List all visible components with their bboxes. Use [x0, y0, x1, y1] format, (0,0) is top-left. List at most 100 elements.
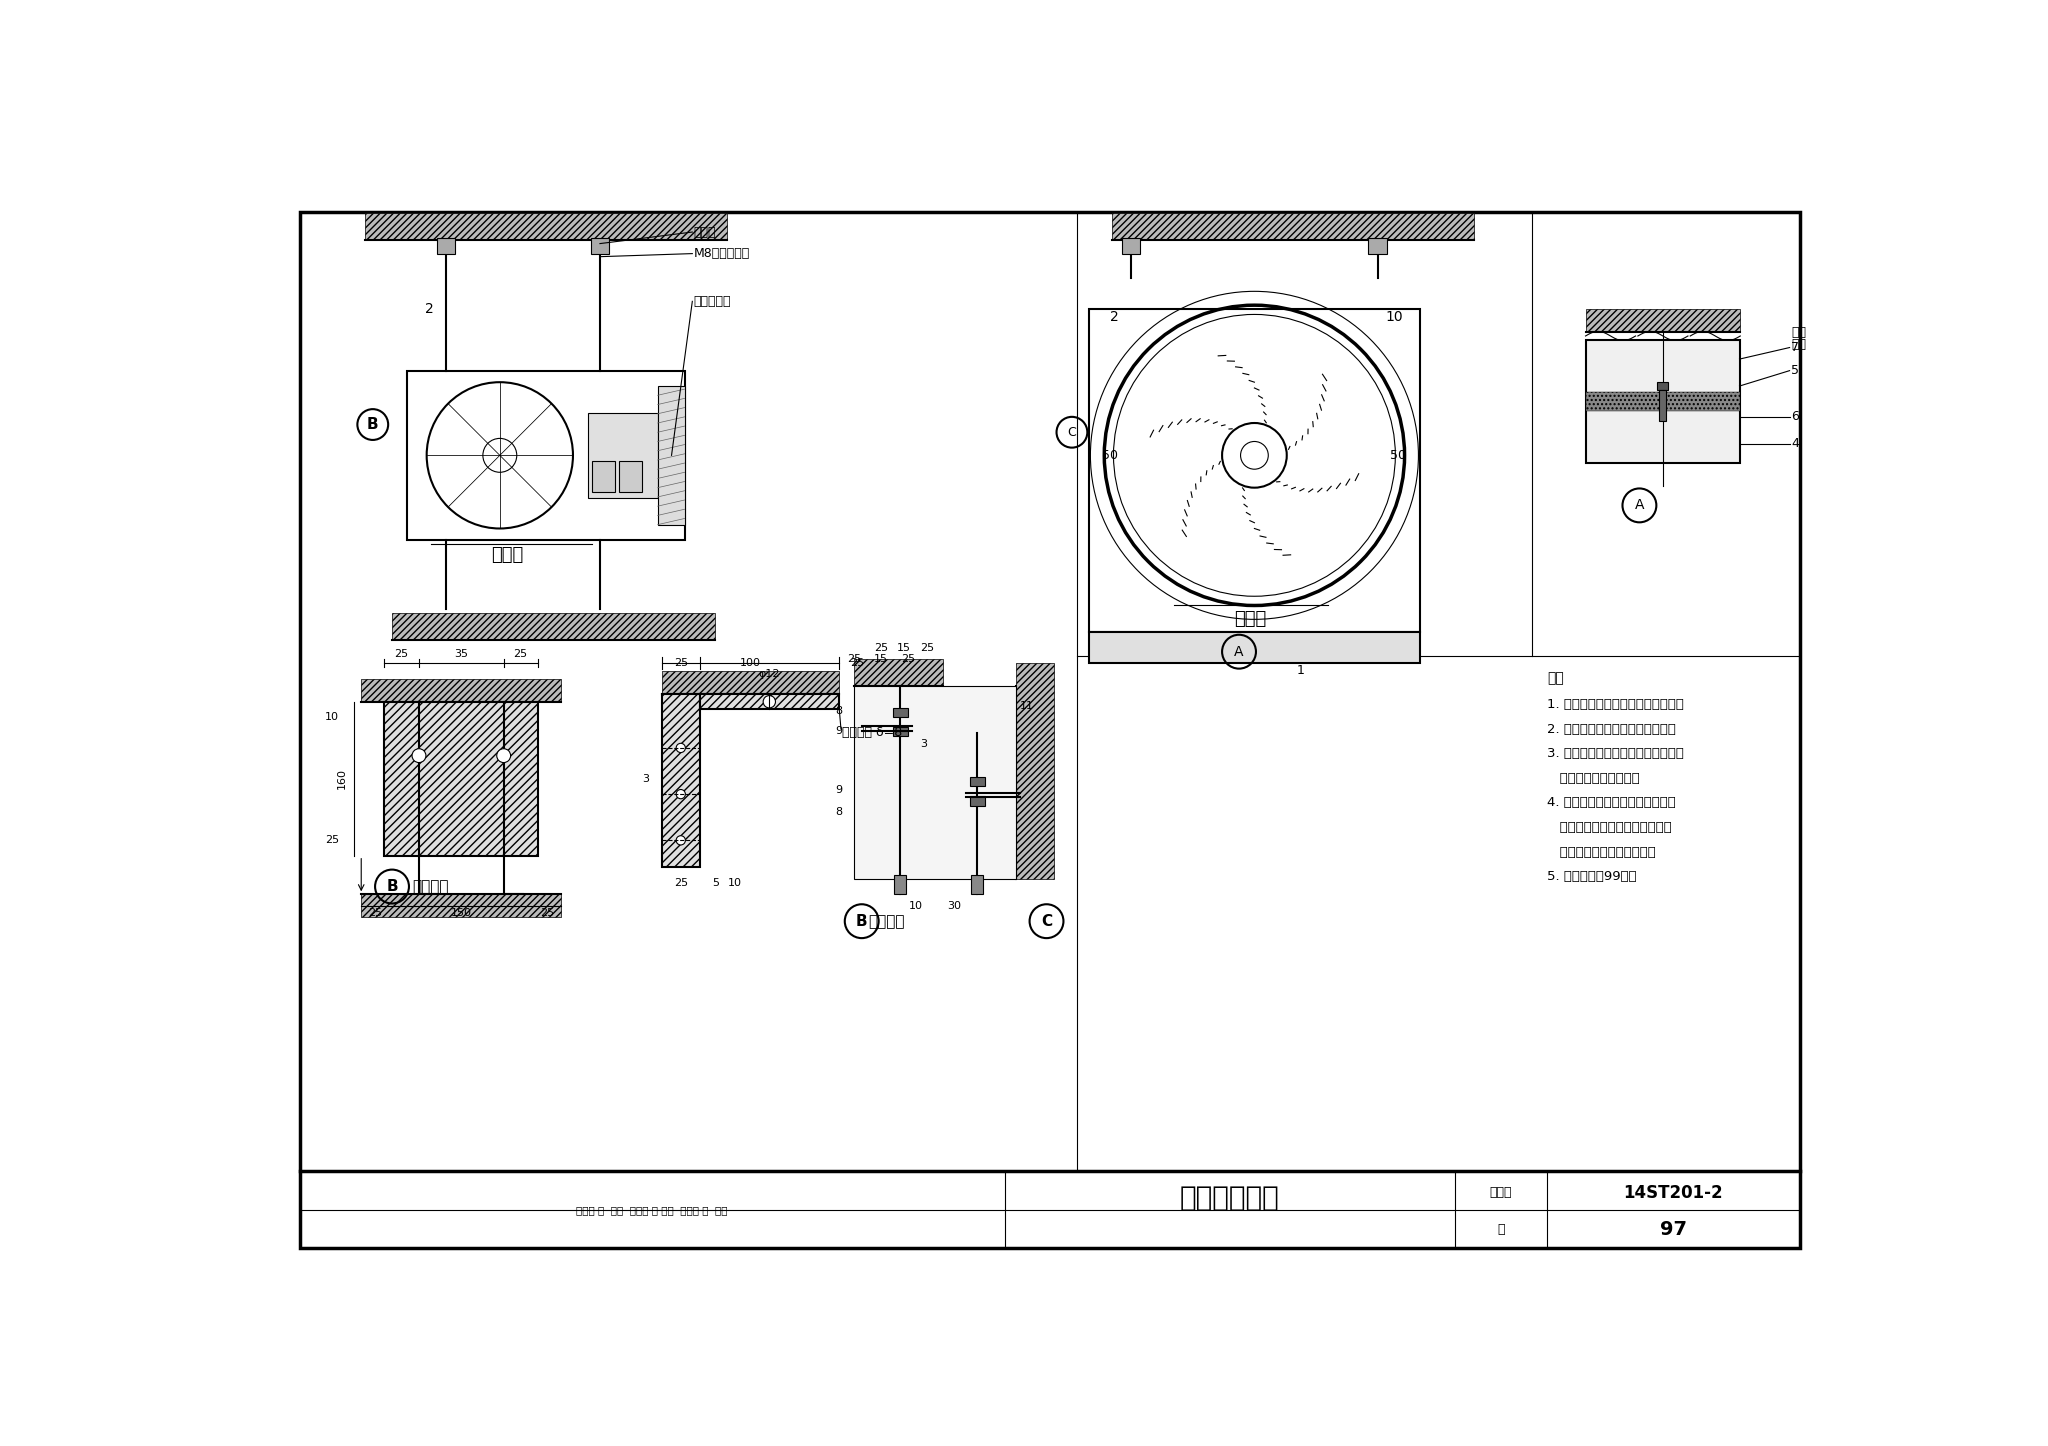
Text: 25: 25: [514, 649, 528, 659]
Text: 150: 150: [451, 908, 471, 918]
Text: 1: 1: [1296, 665, 1305, 677]
Text: 4: 4: [1792, 437, 1798, 450]
Bar: [662, 694, 700, 868]
Text: 25: 25: [326, 836, 340, 846]
Text: 7: 7: [1792, 341, 1798, 354]
Bar: [385, 701, 539, 856]
Text: 10: 10: [326, 711, 340, 722]
Text: 页: 页: [1497, 1223, 1505, 1236]
Bar: [588, 414, 657, 497]
Text: 6: 6: [1792, 411, 1798, 424]
Text: 5: 5: [713, 878, 719, 888]
Text: 2: 2: [424, 302, 434, 317]
Text: 10: 10: [727, 878, 741, 888]
Text: M8螺栓、螺母: M8螺栓、螺母: [694, 247, 750, 260]
Text: 审核刘 燕  斜鱼  校对李 男 庆员  设计刘 旭  刘垣: 审核刘 燕 斜鱼 校对李 男 庆员 设计刘 旭 刘垣: [575, 1205, 727, 1215]
Bar: [893, 709, 907, 717]
Bar: [360, 894, 561, 917]
Text: 30: 30: [946, 901, 961, 911]
Text: 25: 25: [541, 908, 555, 918]
Circle shape: [412, 749, 426, 762]
Bar: [893, 727, 907, 736]
Text: 15: 15: [874, 655, 889, 664]
Bar: [971, 875, 983, 894]
Bar: [1585, 340, 1739, 463]
Text: C: C: [1067, 425, 1077, 438]
Circle shape: [676, 836, 686, 844]
Bar: [662, 671, 838, 694]
Bar: [360, 678, 561, 701]
Text: 1. 柔性软连接管可选用机布软接头。: 1. 柔性软连接管可选用机布软接头。: [1546, 698, 1683, 711]
Text: 产品技术文件的要求。: 产品技术文件的要求。: [1546, 772, 1640, 785]
Text: 11: 11: [1020, 701, 1034, 710]
Bar: [1090, 309, 1419, 632]
Text: 3. 风机吊架、减振装置应符合设计、: 3. 风机吊架、减振装置应符合设计、: [1546, 748, 1683, 761]
Text: 35: 35: [455, 649, 469, 659]
Bar: [618, 461, 643, 492]
Text: 160: 160: [338, 768, 346, 790]
Text: 15: 15: [897, 643, 911, 652]
Text: 件应设置独立的支、吊架。: 件应设置独立的支、吊架。: [1546, 846, 1655, 859]
Text: 25: 25: [393, 649, 408, 659]
Text: 2. 安装尺寸应根据所选风机确定。: 2. 安装尺寸应根据所选风机确定。: [1546, 723, 1675, 736]
Text: 25: 25: [874, 643, 889, 652]
Bar: [700, 694, 838, 710]
Circle shape: [498, 749, 510, 762]
Text: 5: 5: [1792, 364, 1798, 377]
Bar: [365, 213, 727, 240]
Circle shape: [676, 743, 686, 752]
Text: 柔性连接管: 柔性连接管: [694, 295, 731, 308]
Text: 注：: 注：: [1546, 671, 1565, 685]
Bar: [391, 613, 715, 641]
Bar: [592, 461, 614, 492]
Text: 左视图: 左视图: [1235, 610, 1268, 628]
Bar: [854, 687, 1016, 879]
Text: 25: 25: [674, 878, 688, 888]
Text: 14ST201-2: 14ST201-2: [1624, 1184, 1722, 1202]
Text: 25: 25: [369, 908, 383, 918]
Text: C: C: [1040, 914, 1053, 928]
Text: 97: 97: [1659, 1219, 1688, 1239]
Bar: [969, 777, 985, 787]
Text: 车站风机安装: 车站风机安装: [1180, 1184, 1280, 1212]
Bar: [1657, 382, 1667, 390]
Circle shape: [676, 790, 686, 798]
Text: 2: 2: [1110, 309, 1118, 324]
Text: 25: 25: [901, 655, 915, 664]
Text: A: A: [1235, 645, 1243, 659]
Text: B: B: [856, 914, 868, 928]
Text: 9: 9: [836, 785, 842, 795]
Text: 10: 10: [1386, 309, 1403, 324]
Text: 短管连接，风机的进出风管、阀: 短管连接，风机的进出风管、阀: [1546, 821, 1671, 834]
Text: 25: 25: [848, 655, 860, 664]
Text: 预埋钢板: 预埋钢板: [412, 879, 449, 894]
Bar: [408, 370, 684, 539]
Text: 50: 50: [1102, 448, 1118, 461]
Text: 8: 8: [836, 706, 842, 716]
Text: 50: 50: [1391, 448, 1407, 461]
Text: 8: 8: [836, 807, 842, 817]
Bar: [895, 875, 907, 894]
Bar: [700, 694, 838, 710]
Text: 预埋钢板 δ=8: 预埋钢板 δ=8: [842, 726, 903, 739]
Text: 10: 10: [909, 901, 922, 911]
Text: 主视图: 主视图: [492, 547, 524, 564]
Bar: [385, 701, 539, 856]
Bar: [854, 659, 942, 687]
Text: 图集号: 图集号: [1489, 1187, 1511, 1200]
Text: 25: 25: [674, 658, 688, 668]
Text: 3: 3: [920, 739, 928, 749]
Bar: [662, 694, 700, 868]
Text: 25: 25: [850, 658, 864, 668]
Text: 风机: 风机: [1792, 325, 1806, 338]
Bar: [1368, 239, 1386, 253]
Text: 限位杆: 限位杆: [694, 226, 717, 239]
Bar: [1016, 664, 1055, 879]
Text: A: A: [1634, 499, 1645, 512]
Text: 支架: 支架: [1792, 338, 1806, 351]
Text: 25: 25: [920, 643, 934, 652]
Text: φ12: φ12: [758, 669, 780, 680]
Bar: [1122, 239, 1141, 253]
Circle shape: [764, 696, 776, 709]
Bar: [1112, 213, 1475, 240]
